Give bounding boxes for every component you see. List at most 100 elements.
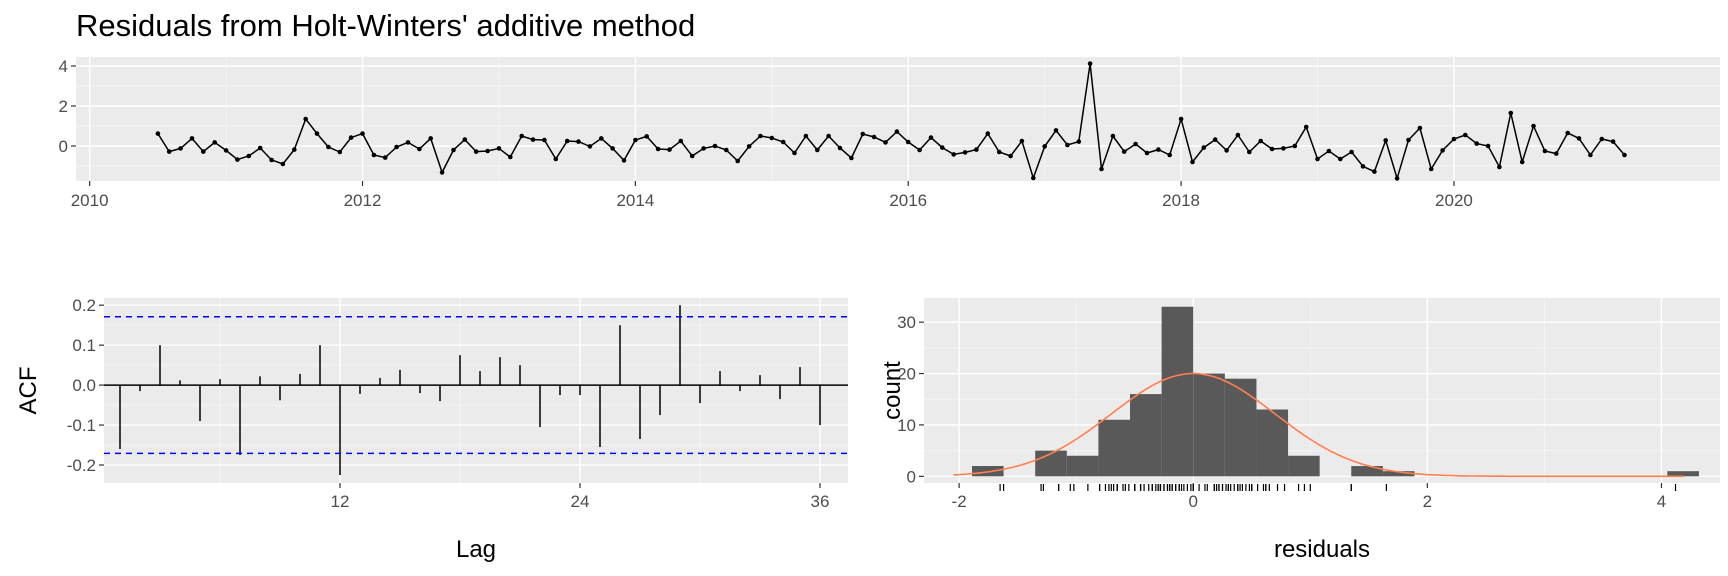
hist-y-tick-label: 10 <box>897 416 916 435</box>
ts-residual-point <box>178 146 183 151</box>
ts-residual-point <box>1315 156 1320 162</box>
ts-residual-point <box>1576 136 1582 141</box>
acf-x-tick-label: 36 <box>811 492 830 511</box>
ts-residual-point <box>940 145 945 150</box>
ts-residual-point <box>849 155 854 161</box>
ts-residual-point <box>1497 164 1502 170</box>
ts-residual-point <box>1394 176 1400 181</box>
hist-x-tick-label: 0 <box>1189 492 1198 511</box>
ts-x-tick-label: 2010 <box>71 191 109 210</box>
hist-bar <box>1382 471 1415 477</box>
ts-residual-point <box>405 140 411 145</box>
ts-residual-point <box>780 139 786 145</box>
ts-residual-point <box>928 135 934 140</box>
ts-residual-point <box>758 133 763 139</box>
ts-residual-point <box>1019 138 1025 144</box>
ts-residual-point <box>837 145 843 151</box>
ts-residual-point <box>951 152 956 157</box>
ts-residual-point <box>530 137 536 142</box>
ts-residual-point <box>348 135 354 140</box>
ts-residual-point <box>735 158 740 164</box>
ts-residual-point <box>1235 132 1241 138</box>
ts-residual-point <box>473 149 479 154</box>
ts-residual-point <box>1292 143 1298 149</box>
ts-y-tick-label: 4 <box>59 57 68 76</box>
ts-residual-point <box>371 152 377 158</box>
ts-residual-point <box>201 149 206 154</box>
ts-residual-point <box>269 157 274 163</box>
ts-x-tick-label: 2020 <box>1435 191 1473 210</box>
ts-residual-point <box>1349 149 1354 155</box>
ts-residual-point <box>1474 141 1479 146</box>
ts-residual-point <box>1383 138 1388 143</box>
ts-residual-point <box>496 146 502 151</box>
ts-residual-point <box>599 136 604 141</box>
ts-residual-point <box>257 145 263 151</box>
ts-residual-point <box>1326 148 1332 154</box>
ts-residual-point <box>1281 146 1286 151</box>
ts-panel-background <box>76 57 1720 181</box>
ts-residual-point <box>815 147 820 153</box>
acf-panel-background <box>104 298 848 483</box>
ts-residual-point <box>1451 136 1457 142</box>
ts-residual-point <box>1042 144 1047 149</box>
ts-residual-point <box>246 153 252 159</box>
ts-residual-point <box>1247 149 1252 155</box>
ts-residual-point <box>553 156 559 162</box>
ts-residual-point <box>1201 145 1207 150</box>
acf-x-axis-title: Lag <box>456 536 496 563</box>
ts-residual-point <box>292 147 297 152</box>
ts-residual-point <box>917 147 922 153</box>
hist-bar <box>1066 455 1099 477</box>
chart-title: Residuals from Holt-Winters' additive me… <box>76 8 696 43</box>
hist-bar <box>1193 373 1225 477</box>
ts-residual-point <box>1156 147 1161 152</box>
ts-residual-point <box>1463 132 1468 138</box>
ts-residual-point <box>1440 148 1445 153</box>
ts-x-tick-label: 2018 <box>1162 191 1200 210</box>
hist-x-tick-label: 4 <box>1657 492 1666 511</box>
ts-residual-point <box>701 146 706 151</box>
acf-x-tick-label: 24 <box>571 492 590 511</box>
ts-residual-point <box>587 144 593 149</box>
ts-residual-point <box>1031 175 1036 181</box>
acf-y-tick-label: -0.1 <box>67 416 96 435</box>
ts-residual-point <box>189 136 195 141</box>
ts-residual-point <box>1258 138 1263 144</box>
ts-residual-point <box>1565 130 1570 136</box>
ts-residual-point <box>314 131 320 136</box>
ts-residual-point <box>1360 164 1366 169</box>
ts-residual-point <box>667 147 672 152</box>
ts-residual-point <box>905 139 911 145</box>
acf-x-tick-label: 12 <box>331 492 350 511</box>
ts-residual-point <box>1087 61 1093 66</box>
ts-residual-point <box>508 154 513 160</box>
ts-residual-point <box>1599 136 1605 142</box>
ts-residual-point <box>280 161 286 167</box>
ts-y-tick-label: 0 <box>59 137 68 156</box>
ts-residual-point <box>974 147 979 152</box>
acf-y-tick-label: 0.1 <box>72 336 96 355</box>
ts-residual-point <box>1406 137 1411 143</box>
ts-residual-point <box>382 155 388 160</box>
hist-y-tick-label: 0 <box>907 467 916 486</box>
acf-y-tick-label: 0.2 <box>72 296 96 315</box>
ts-residual-point <box>1076 139 1082 144</box>
ts-residual-point <box>303 116 309 122</box>
ts-residual-point <box>428 136 434 141</box>
ts-residual-point <box>769 135 775 141</box>
ts-residual-point <box>712 143 718 149</box>
hist-x-axis-title: residuals <box>1274 536 1370 563</box>
ts-residual-point <box>439 170 445 175</box>
ts-x-tick-label: 2016 <box>889 191 927 210</box>
ts-residual-point <box>1542 148 1548 154</box>
hist-y-tick-label: 30 <box>897 313 916 332</box>
ts-residual-point <box>689 153 695 159</box>
ts-residual-point <box>1144 150 1150 156</box>
ts-residual-point <box>621 158 627 163</box>
ts-residual-point <box>1121 149 1127 154</box>
ts-residual-point <box>1178 116 1184 122</box>
ts-residual-point <box>1338 156 1343 162</box>
hist-bar <box>1161 306 1194 477</box>
